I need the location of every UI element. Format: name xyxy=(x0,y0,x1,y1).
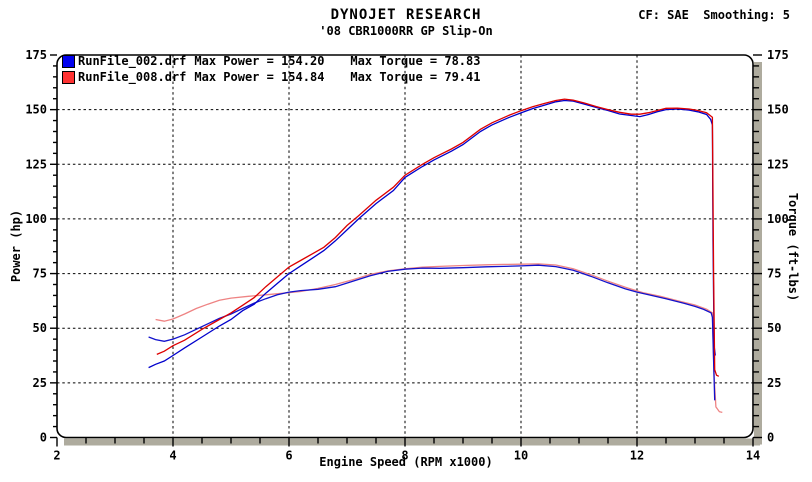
y-tick-label-left: 25 xyxy=(33,376,47,390)
y-tick-label-left: 75 xyxy=(33,267,47,281)
series-runfile-002-drf-torque-ft-lbs- xyxy=(148,264,716,401)
y-tick-label-right: 75 xyxy=(767,267,781,281)
series-runfile-008-drf-torque-ft-lbs- xyxy=(155,263,723,414)
legend-max-torque-run008: Max Torque = 79.41 xyxy=(350,70,481,84)
series-runfile-002-drf-power-hp- xyxy=(148,99,716,369)
y-tick-label-left: 50 xyxy=(33,321,47,335)
legend-file-run002: RunFile_002.drf xyxy=(78,54,187,68)
series-runfile-008-drf-power-hp- xyxy=(156,98,720,377)
y-tick-label-left: 125 xyxy=(25,157,47,171)
x-tick-label: 2 xyxy=(53,449,60,463)
legend-max-power-run002: Max Power = 154.20 xyxy=(194,54,325,68)
x-tick-label: 12 xyxy=(630,449,644,463)
plot-shadow-bottom xyxy=(64,438,760,446)
y-tick-label-left: 100 xyxy=(25,212,47,226)
legend-swatch-run002 xyxy=(62,55,75,68)
legend-swatch-run008 xyxy=(62,71,75,84)
chart-subtitle: '08 CBR1000RR GP Slip-On xyxy=(319,24,493,38)
x-tick-label: 10 xyxy=(514,449,528,463)
correction-smoothing-label: CF: SAE Smoothing: 5 xyxy=(638,8,790,22)
legend-file-run008: RunFile_008.drf xyxy=(78,70,187,84)
x-axis-title: Engine Speed (RPM x1000) xyxy=(319,455,493,469)
x-tick-label: 14 xyxy=(746,449,760,463)
plot-shadow-right xyxy=(754,62,762,445)
y-tick-label-right: 25 xyxy=(767,376,781,390)
x-tick-label: 8 xyxy=(401,449,408,463)
y-tick-label-right: 125 xyxy=(767,157,789,171)
y-tick-label-left: 150 xyxy=(25,103,47,117)
y-tick-label-right: 0 xyxy=(767,431,774,445)
legend-row-run002: RunFile_002.drf Max Power = 154.20 Max Tor… xyxy=(78,54,480,68)
y-tick-label-right: 50 xyxy=(767,321,781,335)
chart-title: DYNOJET RESEARCH xyxy=(330,7,482,23)
y-axis-left-title: Power (hp) xyxy=(9,209,23,283)
y-tick-label-right: 175 xyxy=(767,48,789,62)
y-tick-label-right: 150 xyxy=(767,103,789,117)
y-tick-label-left: 175 xyxy=(25,48,47,62)
y-tick-label-right: 100 xyxy=(767,212,789,226)
legend-max-power-run008: Max Power = 154.84 xyxy=(194,70,325,84)
x-tick-label: 4 xyxy=(169,449,176,463)
x-tick-label: 6 xyxy=(285,449,292,463)
y-axis-right-title: Torque (ft-lbs) xyxy=(786,192,800,302)
legend-max-torque-run002: Max Torque = 78.83 xyxy=(350,54,481,68)
y-tick-label-left: 0 xyxy=(40,431,47,445)
legend-row-run008: RunFile_008.drf Max Power = 154.84 Max Tor… xyxy=(78,70,480,84)
